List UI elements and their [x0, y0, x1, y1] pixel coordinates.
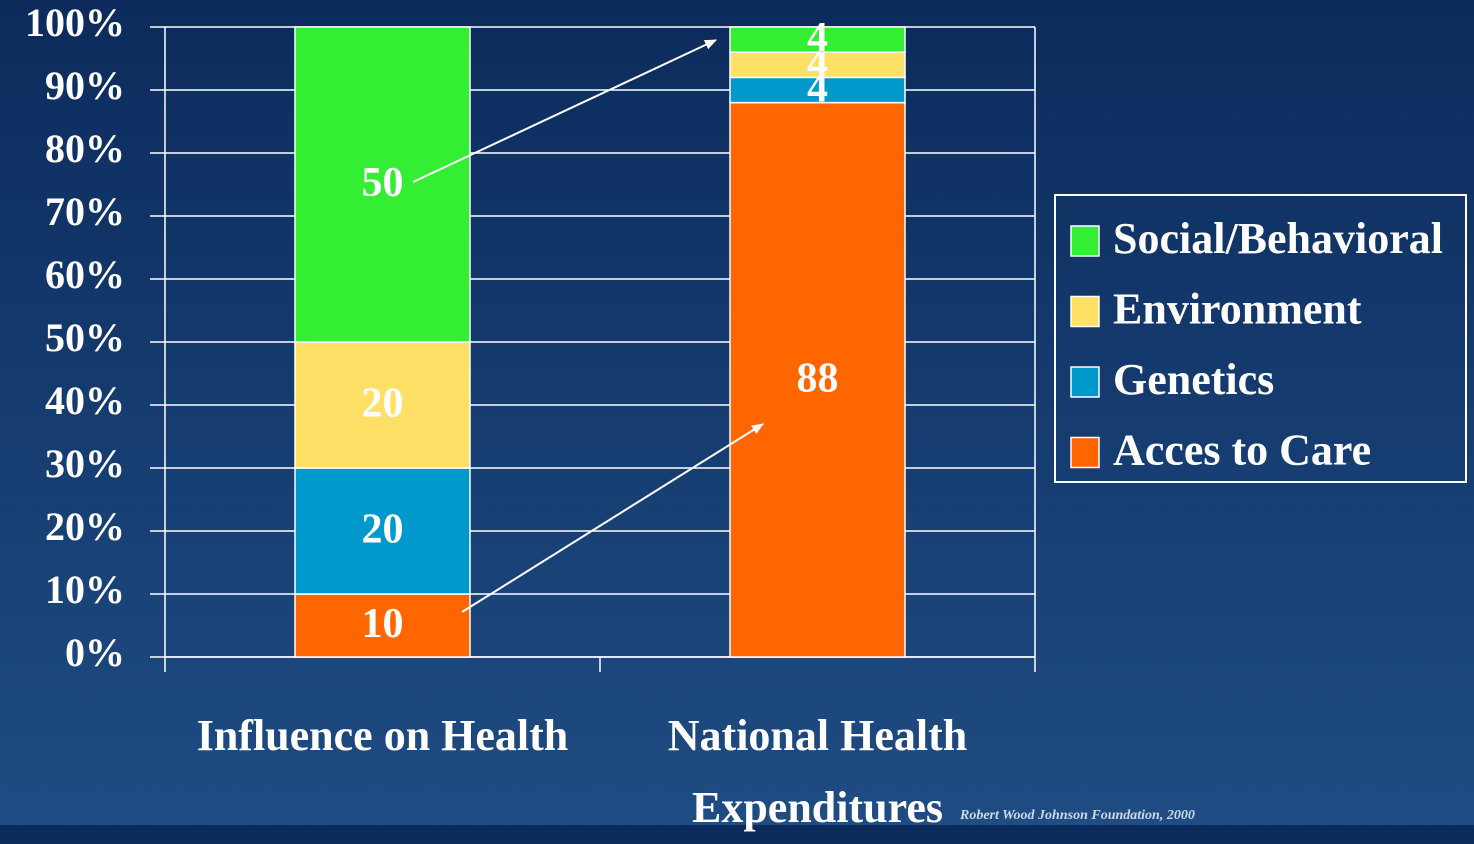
x-tick-label: Influence on Health [196, 711, 569, 760]
x-tick-label: National Health Expenditures [667, 711, 968, 832]
source: Robert Wood Johnson Foundation, 2000 [960, 808, 1195, 823]
bar-segment [294, 26, 471, 343]
data-label: 10 [362, 601, 404, 647]
bar-segment [294, 593, 471, 658]
legend-label: Environment [1113, 285, 1362, 334]
y-tick-label: 80% [45, 126, 125, 171]
y-tick-label: 30% [45, 441, 125, 486]
data-label: 4 [807, 15, 828, 61]
bar-segment [729, 26, 906, 53]
y-tick-label: 10% [45, 567, 125, 612]
chart: 0% 10% 20% 30% 40% 50% 60% 70% 80% 90% 100% 10 20 20 5… [25, 0, 1467, 675]
data-label: 20 [362, 381, 404, 427]
legend-swatch [1070, 295, 1100, 328]
arrow [461, 423, 764, 613]
legend-swatch [1070, 225, 1100, 257]
page: 0% 10% 20% 30% 40% 50% 60% 70% 80% 90% 100% 10 20 20 5… [0, 0, 1474, 825]
y-tick-label: 40% [45, 378, 125, 423]
bar-segment [729, 51, 906, 79]
data-label: 20 [362, 507, 404, 553]
legend-label: Social/Behavioral [1113, 214, 1443, 263]
y-tick-label: 60% [45, 252, 125, 297]
data-label: 88 [797, 355, 839, 401]
y-tick-label: 50% [45, 315, 125, 360]
data-label: 50 [362, 160, 404, 206]
y-tick-label: 100% [25, 0, 125, 45]
bar-segment [294, 467, 471, 595]
bar-segment [294, 341, 471, 469]
legend-swatch [1070, 436, 1100, 469]
y-tick-label: 0% [65, 630, 125, 675]
legend-box [1054, 194, 1467, 483]
y-tick-label: 20% [45, 504, 125, 549]
y-tick-label: 70% [45, 189, 125, 234]
y-tick-label: 90% [45, 63, 125, 108]
legend-swatch [1070, 366, 1100, 398]
legend-label: Genetics [1113, 355, 1274, 404]
bar-segment [729, 101, 906, 658]
arrow [412, 39, 717, 183]
legend-label: Acces to Care [1113, 426, 1371, 475]
